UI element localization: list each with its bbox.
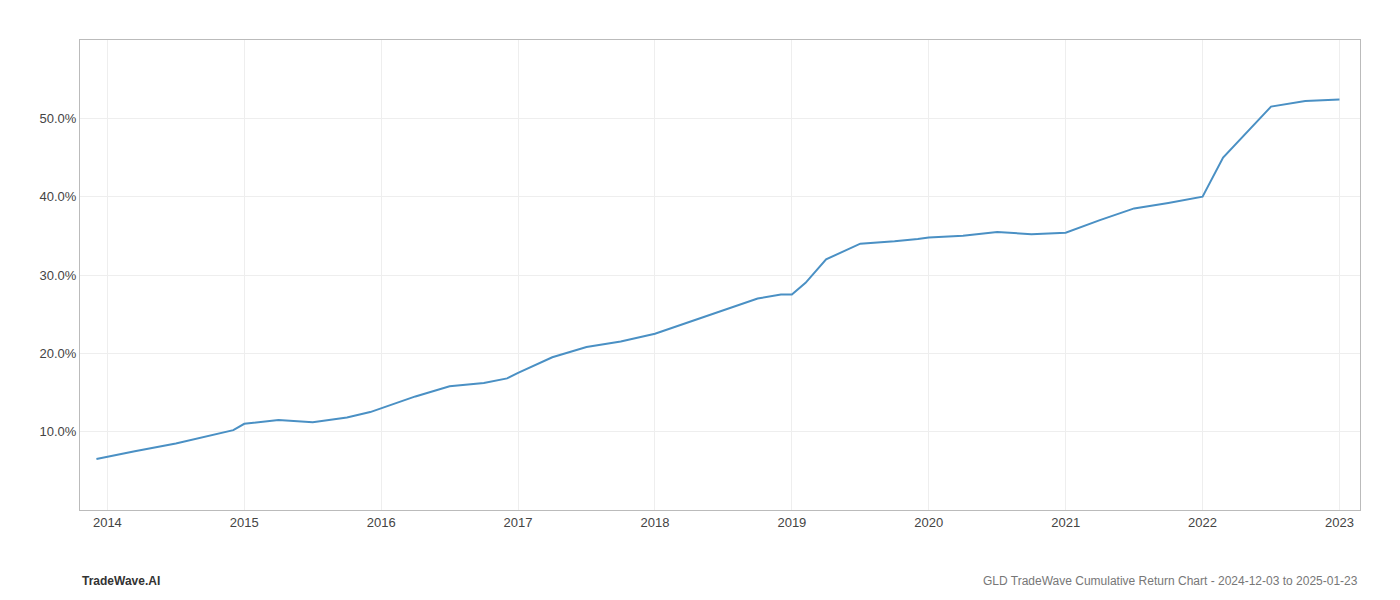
svg-text:10.0%: 10.0% xyxy=(40,424,77,439)
svg-text:2019: 2019 xyxy=(777,515,806,530)
svg-text:2014: 2014 xyxy=(93,515,122,530)
svg-text:2021: 2021 xyxy=(1051,515,1080,530)
svg-text:30.0%: 30.0% xyxy=(40,268,77,283)
svg-text:2023: 2023 xyxy=(1325,515,1354,530)
svg-text:2018: 2018 xyxy=(641,515,670,530)
svg-text:2020: 2020 xyxy=(914,515,943,530)
svg-text:GLD TradeWave Cumulative Retur: GLD TradeWave Cumulative Return Chart - … xyxy=(983,574,1358,588)
svg-text:40.0%: 40.0% xyxy=(40,189,77,204)
svg-text:20.0%: 20.0% xyxy=(40,346,77,361)
svg-text:2017: 2017 xyxy=(504,515,533,530)
svg-text:2015: 2015 xyxy=(230,515,259,530)
svg-text:2016: 2016 xyxy=(367,515,396,530)
svg-text:50.0%: 50.0% xyxy=(40,111,77,126)
svg-text:2022: 2022 xyxy=(1188,515,1217,530)
svg-text:TradeWave.AI: TradeWave.AI xyxy=(82,574,160,588)
